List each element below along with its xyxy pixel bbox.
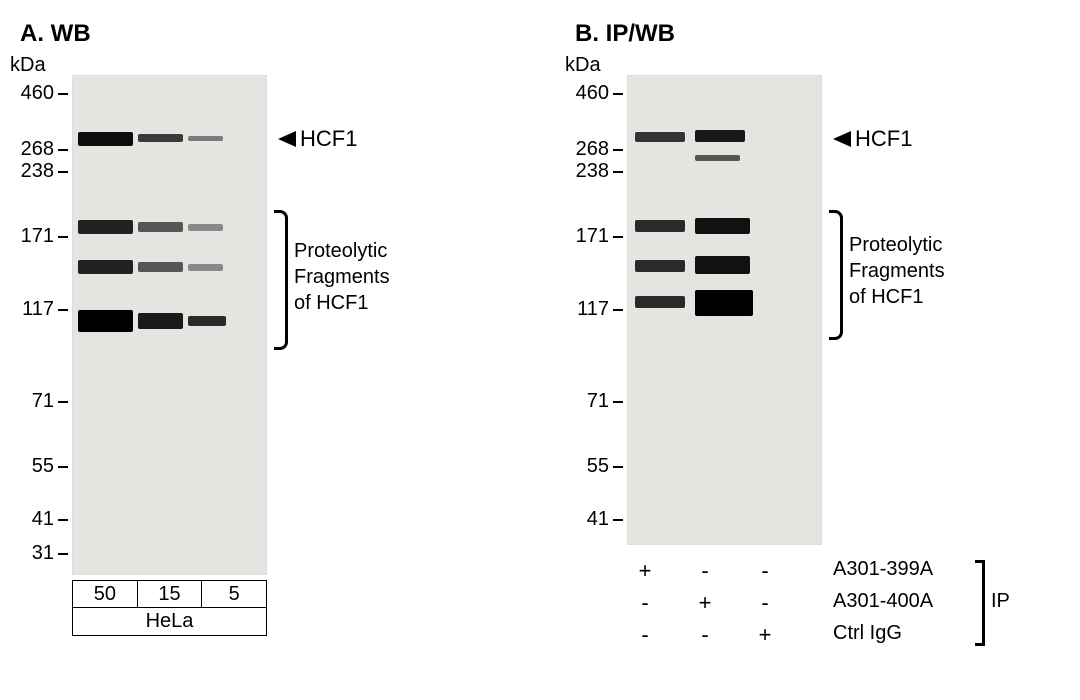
panel-a-kda: kDa — [10, 54, 46, 77]
band — [635, 132, 685, 142]
mw-label: 71 — [565, 390, 623, 413]
ip-marker: + — [745, 622, 785, 648]
band — [138, 262, 183, 272]
panel-b-ip-bracket — [975, 560, 985, 646]
panel-b-title: B. IP/WB — [575, 20, 675, 48]
panel-b-hcf1-arrow: HCF1 — [833, 126, 912, 152]
mw-label: 117 — [10, 298, 68, 321]
panel-a: A. WB kDa 46026823817111771554131 50155 … — [10, 20, 525, 680]
panel-a-hcf1-arrow: HCF1 — [278, 126, 357, 152]
mw-label: 268 — [565, 138, 623, 161]
mw-label: 117 — [565, 298, 623, 321]
band — [695, 130, 745, 142]
band — [635, 220, 685, 232]
mw-label: 171 — [10, 225, 68, 248]
panel-b-bracket — [829, 210, 843, 340]
ip-marker: - — [625, 590, 665, 616]
band — [695, 218, 750, 234]
arrow-head-icon — [833, 131, 851, 147]
band — [188, 316, 226, 326]
arrow-text: HCF1 — [300, 126, 357, 152]
band — [78, 260, 133, 274]
lane-label-cell: 50 — [73, 581, 138, 608]
arrow-head-icon — [278, 131, 296, 147]
ip-marker: - — [685, 558, 725, 584]
band — [78, 310, 133, 332]
mw-label: 55 — [10, 455, 68, 478]
band — [635, 260, 685, 272]
ip-marker: - — [745, 558, 785, 584]
mw-label: 41 — [565, 508, 623, 531]
ip-marker: + — [685, 590, 725, 616]
ip-row-label: A301-400A — [833, 590, 933, 613]
lane-label-cell: 5 — [202, 581, 266, 608]
mw-label: 31 — [10, 542, 68, 565]
band — [138, 134, 183, 142]
panel-a-bracket — [274, 210, 288, 350]
panel-b-ip-text: IP — [991, 590, 1010, 613]
band — [188, 136, 223, 141]
panel-a-title: A. WB — [20, 20, 91, 48]
band — [695, 256, 750, 274]
band — [635, 296, 685, 308]
ip-marker: - — [685, 622, 725, 648]
panel-a-hela-label: HeLa — [72, 608, 267, 636]
ip-row-label: Ctrl IgG — [833, 622, 902, 645]
arrow-text: HCF1 — [855, 126, 912, 152]
band — [695, 290, 753, 316]
mw-label: 71 — [10, 390, 68, 413]
panel-a-lane-labels: 50155 — [72, 580, 267, 608]
lane-label-cell: 15 — [138, 581, 203, 608]
ip-marker: - — [745, 590, 785, 616]
band — [138, 313, 183, 329]
mw-label: 460 — [10, 82, 68, 105]
band — [188, 224, 223, 231]
mw-label: 55 — [565, 455, 623, 478]
band — [138, 222, 183, 232]
panel-a-bracket-label: ProteolyticFragmentsof HCF1 — [294, 238, 390, 316]
panel-b-kda: kDa — [565, 54, 601, 77]
panel-b-bracket-label: ProteolyticFragmentsof HCF1 — [849, 232, 945, 310]
mw-label: 171 — [565, 225, 623, 248]
band — [188, 264, 223, 271]
ip-marker: + — [625, 558, 665, 584]
panel-b: B. IP/WB kDa 460268238171117715541 HCF1 … — [555, 20, 1070, 680]
ip-row-label: A301-399A — [833, 558, 933, 581]
mw-label: 460 — [565, 82, 623, 105]
mw-label: 238 — [10, 160, 68, 183]
figure-container: A. WB kDa 46026823817111771554131 50155 … — [0, 0, 1080, 700]
ip-marker: - — [625, 622, 665, 648]
band — [78, 132, 133, 146]
mw-label: 238 — [565, 160, 623, 183]
mw-label: 41 — [10, 508, 68, 531]
band — [78, 220, 133, 234]
mw-label: 268 — [10, 138, 68, 161]
band — [695, 155, 740, 161]
